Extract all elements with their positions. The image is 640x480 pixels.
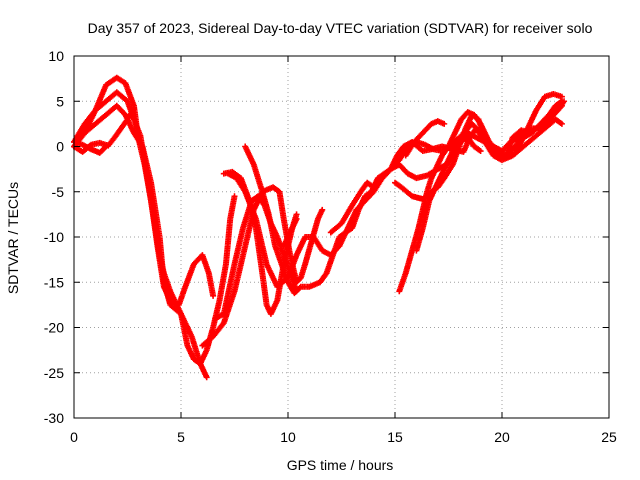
data-point: [561, 98, 568, 105]
data-point: [130, 105, 137, 112]
x-tick-label: 20: [494, 429, 510, 445]
series-track-j: [225, 98, 565, 290]
chart-title: Day 357 of 2023, Sidereal Day-to-day VTE…: [88, 20, 593, 36]
data-point: [319, 206, 326, 213]
y-tick-label: -15: [44, 274, 64, 290]
y-tick-label: 10: [48, 48, 64, 64]
axis-ticks: 0 5 10 15 20 25 10 5 0 -5 -10 -15 -20 -25 -30: [44, 48, 617, 445]
x-tick-label: 15: [387, 429, 403, 445]
y-tick-label: -25: [44, 365, 64, 381]
series-track-n: [396, 109, 495, 295]
series-track-k: [280, 211, 300, 250]
data-point: [488, 143, 495, 150]
data-point: [558, 120, 565, 127]
data-point: [210, 292, 217, 299]
data-point: [231, 193, 238, 200]
y-tick-label: -20: [44, 320, 64, 336]
data-point: [203, 374, 210, 381]
series-track-c: [71, 102, 210, 381]
data-point: [293, 211, 300, 218]
y-tick-label: 5: [56, 93, 64, 109]
y-tick-label: 0: [56, 139, 64, 155]
data-point: [441, 120, 448, 127]
data-point: [558, 102, 565, 109]
x-tick-label: 5: [177, 429, 185, 445]
y-axis-title: SDTVAR / TECUs: [5, 182, 21, 294]
series-track-p: [413, 134, 484, 254]
data-point: [102, 144, 109, 151]
data-point: [558, 93, 565, 100]
series-track-b: [71, 89, 238, 367]
x-tick-label: 25: [601, 429, 617, 445]
y-tick-label: -10: [44, 229, 64, 245]
data-point: [103, 143, 110, 150]
x-axis-title: GPS time / hours: [287, 457, 394, 473]
data-point: [477, 148, 484, 155]
y-tick-label: -30: [44, 410, 64, 426]
x-tick-label: 0: [70, 429, 78, 445]
x-tick-label: 10: [280, 429, 296, 445]
series-track-o: [402, 118, 448, 159]
y-tick-label: -5: [52, 184, 65, 200]
series-track-q: [503, 102, 565, 159]
series-track-e: [71, 138, 110, 156]
data-series: [71, 74, 568, 381]
